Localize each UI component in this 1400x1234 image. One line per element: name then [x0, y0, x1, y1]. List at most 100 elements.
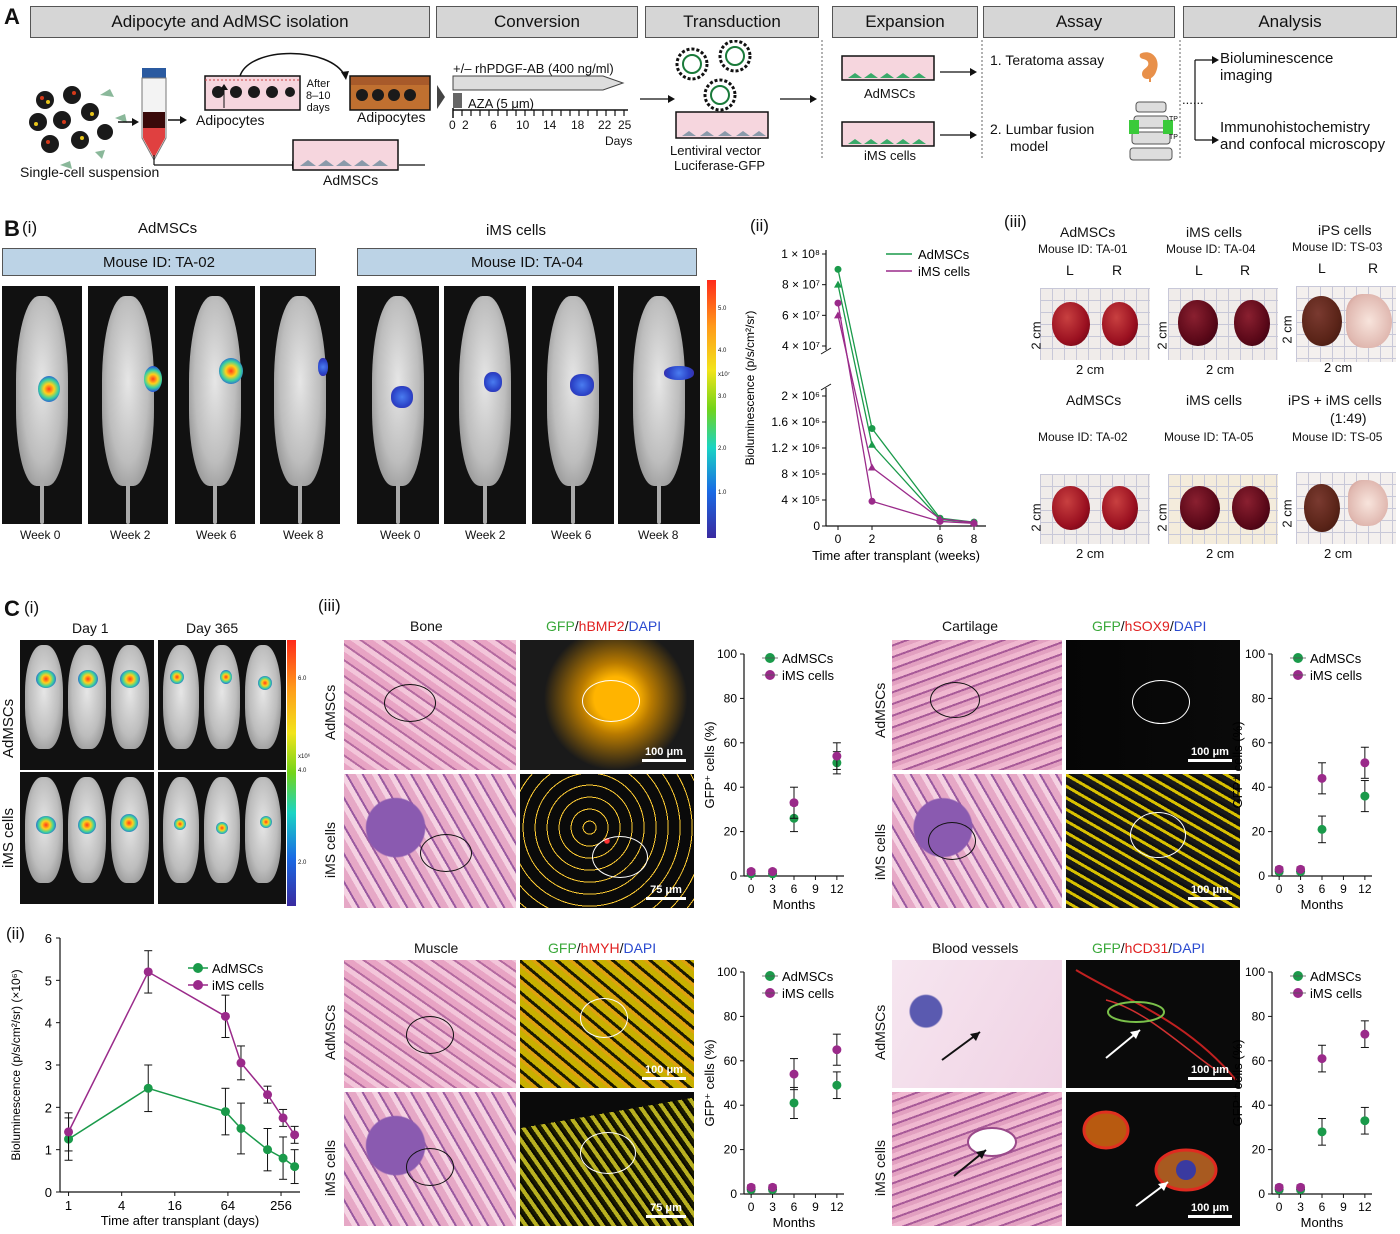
kidney-photo-4 — [1040, 474, 1150, 544]
legend-label: iMS cells — [212, 978, 265, 993]
y-tick-label: 1 × 10⁸ — [781, 247, 820, 261]
panel-b-letter: B — [4, 216, 20, 241]
adipocytes-label: Adipocytes — [196, 112, 265, 128]
data-point — [868, 440, 876, 448]
kidney-photo-5 — [1168, 474, 1278, 544]
c-image-admsc-day365 — [158, 640, 286, 770]
analysis-bli: Bioluminescence — [1220, 50, 1334, 67]
y-tick-label: 100 — [1245, 965, 1265, 979]
tube — [141, 68, 167, 162]
kidney-mouse-3: Mouse ID: TS-03 — [1292, 240, 1383, 254]
tissue-muscle: Muscle — [414, 940, 459, 956]
stage-expansion: Expansion — [832, 6, 978, 38]
expansion-ims: iMS cells — [864, 148, 917, 163]
data-point — [290, 1130, 300, 1140]
he-bone-admsc — [344, 640, 516, 770]
series-line — [68, 1087, 296, 1168]
data-point — [263, 1145, 273, 1155]
c-image-ims-day1 — [20, 772, 154, 904]
mouse-image-admsc-w8 — [260, 286, 340, 524]
data-point — [1317, 824, 1327, 834]
adipocytes-label-2: Adipocytes — [357, 109, 426, 125]
spine — [1129, 101, 1173, 161]
days-label: Days — [605, 134, 633, 148]
he-vessels-ims — [892, 1092, 1062, 1226]
kidney-title-4: AdMSCs — [1066, 392, 1122, 408]
legend-label: iMS cells — [782, 986, 835, 1001]
bone-row-admscs: AdMSCs — [322, 684, 338, 740]
y-tick-label: 3 — [45, 1058, 52, 1073]
kidney-l-2: L — [1195, 262, 1203, 278]
x-tick-label: 9 — [812, 882, 819, 896]
analysis-ihc: Immunohistochemistry — [1220, 119, 1371, 136]
data-point — [1360, 758, 1370, 768]
legend-label: iMS cells — [782, 668, 835, 683]
y-axis-label: GFP⁺ cells (%) — [1230, 1039, 1245, 1126]
kidney-hscale-3: 2 cm — [1324, 360, 1353, 375]
tick-22: 22 — [598, 118, 612, 132]
if-muscle-ims: 75 μm — [520, 1092, 694, 1226]
kidney-title-3: iPS cells — [1318, 222, 1372, 238]
week-label-4: Week 8 — [283, 528, 324, 542]
x-tick-label: 3 — [769, 1200, 776, 1214]
y-tick-label: 1.2 × 10⁶ — [771, 441, 820, 455]
y-tick-label: 60 — [724, 736, 738, 750]
series-line — [67, 970, 296, 1136]
kidney-hscale-6: 2 cm — [1324, 546, 1353, 561]
lentiviral-label: Lentiviral vector — [670, 143, 762, 158]
axis-break — [820, 347, 832, 355]
colorbar-c — [287, 640, 296, 906]
data-point — [746, 867, 756, 877]
panel-c-ii: (ii) — [6, 924, 25, 943]
data-point — [1317, 1127, 1327, 1137]
kidney-title-6: iPS + iMS cells — [1288, 392, 1382, 408]
kidney-hscale-1: 2 cm — [1076, 362, 1105, 377]
x-axis-label: Months — [773, 1215, 816, 1230]
series-line — [837, 315, 975, 524]
kidney-r-2: R — [1240, 262, 1251, 278]
tick-25: 25 — [618, 118, 632, 132]
y-tick-label: 40 — [1252, 1098, 1266, 1112]
data-point — [278, 1153, 288, 1163]
assay-lumbar: 2. Lumbar fusion — [990, 121, 1095, 137]
y-tick-label: 8 × 10⁷ — [782, 278, 820, 292]
y-tick-label: 80 — [724, 1009, 738, 1023]
stage-transduction: Transduction — [645, 6, 819, 38]
single-cell-label: Single-cell suspension — [20, 164, 160, 180]
kidney-r-3: R — [1368, 260, 1379, 276]
kidney-l-3: L — [1318, 260, 1326, 276]
expansion-admscs: AdMSCs — [864, 86, 916, 101]
axis-break — [820, 383, 832, 391]
y-tick-label: 80 — [1252, 1009, 1266, 1023]
y-tick-label: 100 — [1245, 647, 1265, 661]
after-days-label: After 8–10 days — [306, 78, 331, 114]
y-tick-label: 20 — [1252, 825, 1266, 839]
data-point — [1296, 1182, 1306, 1192]
kidney-title-5: iMS cells — [1186, 392, 1243, 408]
legend-marker — [193, 963, 203, 973]
kidney-photo-1 — [1040, 288, 1150, 360]
x-tick-label: 1 — [65, 1198, 72, 1213]
x-tick-label: 0 — [1276, 882, 1283, 896]
x-tick-label: 0 — [748, 882, 755, 896]
kidney-r-1: R — [1112, 262, 1123, 278]
data-point — [832, 1045, 842, 1055]
data-point — [1360, 791, 1370, 801]
assay-lumbar-model: model — [1010, 138, 1049, 154]
y-tick-label: 60 — [724, 1054, 738, 1068]
y-tick-label: 1.6 × 10⁶ — [771, 415, 820, 429]
data-point — [789, 798, 799, 808]
legend-label: AdMSCs — [1310, 651, 1362, 666]
y-tick-label: 0 — [813, 519, 820, 533]
x-tick-label: 12 — [830, 882, 844, 896]
data-point — [834, 280, 842, 288]
tissue-bone: Bone — [410, 618, 443, 634]
data-point — [832, 1080, 842, 1090]
x-axis-label: Months — [773, 897, 816, 912]
he-muscle-ims — [344, 1092, 516, 1226]
c-day365-label: Day 365 — [186, 620, 239, 636]
data-point — [290, 1162, 300, 1172]
panel-c-i: (i) — [24, 598, 40, 617]
data-point — [868, 463, 876, 471]
